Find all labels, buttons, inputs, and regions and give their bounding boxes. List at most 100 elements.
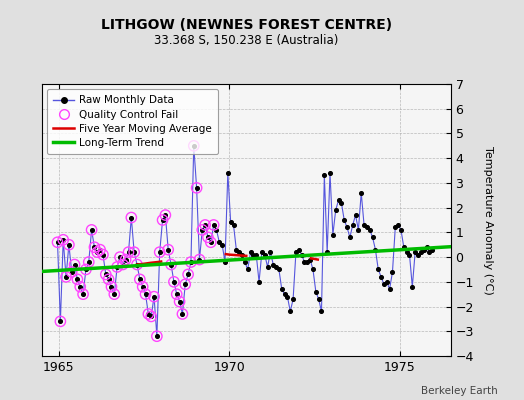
- Point: [170, 279, 178, 285]
- Point: [269, 261, 277, 268]
- Point: [147, 313, 156, 320]
- Point: [312, 288, 320, 295]
- Point: [363, 224, 371, 231]
- Point: [266, 249, 275, 255]
- Point: [64, 242, 73, 248]
- Point: [88, 227, 96, 233]
- Point: [110, 291, 118, 297]
- Point: [82, 266, 90, 273]
- Point: [90, 244, 99, 250]
- Point: [56, 318, 64, 324]
- Point: [246, 249, 255, 255]
- Point: [184, 271, 192, 278]
- Point: [357, 190, 365, 196]
- Point: [70, 261, 79, 268]
- Point: [141, 291, 150, 297]
- Point: [292, 249, 300, 255]
- Point: [152, 333, 161, 340]
- Point: [195, 256, 204, 263]
- Point: [206, 239, 215, 246]
- Point: [377, 274, 385, 280]
- Point: [190, 143, 198, 149]
- Point: [298, 252, 306, 258]
- Point: [414, 252, 422, 258]
- Point: [309, 266, 317, 273]
- Point: [386, 286, 394, 292]
- Point: [187, 259, 195, 265]
- Point: [294, 246, 303, 253]
- Point: [102, 271, 110, 278]
- Point: [300, 259, 309, 265]
- Point: [394, 222, 402, 228]
- Point: [96, 246, 104, 253]
- Point: [68, 269, 76, 275]
- Point: [59, 236, 68, 243]
- Point: [402, 249, 411, 255]
- Point: [141, 291, 150, 297]
- Point: [340, 217, 348, 223]
- Point: [93, 249, 102, 255]
- Point: [113, 264, 122, 270]
- Point: [53, 239, 62, 246]
- Point: [352, 212, 360, 218]
- Point: [130, 249, 138, 255]
- Point: [275, 266, 283, 273]
- Point: [116, 254, 124, 260]
- Point: [348, 222, 357, 228]
- Point: [178, 311, 187, 317]
- Point: [167, 261, 175, 268]
- Point: [346, 234, 354, 240]
- Point: [190, 143, 198, 149]
- Point: [156, 249, 164, 255]
- Point: [176, 298, 184, 305]
- Point: [130, 249, 138, 255]
- Point: [113, 264, 122, 270]
- Point: [360, 222, 368, 228]
- Point: [235, 249, 243, 255]
- Point: [226, 219, 235, 226]
- Point: [104, 276, 113, 282]
- Point: [204, 234, 212, 240]
- Point: [329, 232, 337, 238]
- Point: [102, 271, 110, 278]
- Point: [241, 259, 249, 265]
- Point: [411, 249, 419, 255]
- Point: [380, 281, 388, 288]
- Point: [224, 170, 232, 176]
- Point: [176, 298, 184, 305]
- Point: [215, 239, 224, 246]
- Point: [76, 284, 84, 290]
- Point: [118, 261, 127, 268]
- Legend: Raw Monthly Data, Quality Control Fail, Five Year Moving Average, Long-Term Tren: Raw Monthly Data, Quality Control Fail, …: [47, 89, 219, 154]
- Point: [204, 234, 212, 240]
- Point: [161, 212, 170, 218]
- Point: [127, 214, 136, 221]
- Point: [156, 249, 164, 255]
- Point: [170, 279, 178, 285]
- Point: [53, 239, 62, 246]
- Point: [144, 311, 152, 317]
- Point: [201, 222, 209, 228]
- Point: [172, 291, 181, 297]
- Point: [192, 185, 201, 191]
- Point: [278, 286, 286, 292]
- Point: [84, 259, 93, 265]
- Point: [283, 294, 292, 300]
- Point: [181, 281, 190, 288]
- Text: 33.368 S, 150.238 E (Australia): 33.368 S, 150.238 E (Australia): [154, 34, 339, 47]
- Point: [420, 246, 428, 253]
- Point: [184, 271, 192, 278]
- Point: [318, 308, 326, 315]
- Point: [96, 246, 104, 253]
- Point: [289, 296, 297, 302]
- Point: [122, 256, 130, 263]
- Point: [337, 200, 345, 206]
- Point: [70, 261, 79, 268]
- Point: [164, 246, 172, 253]
- Point: [303, 259, 311, 265]
- Point: [210, 222, 218, 228]
- Point: [73, 276, 82, 282]
- Point: [107, 284, 116, 290]
- Point: [201, 222, 209, 228]
- Point: [110, 291, 118, 297]
